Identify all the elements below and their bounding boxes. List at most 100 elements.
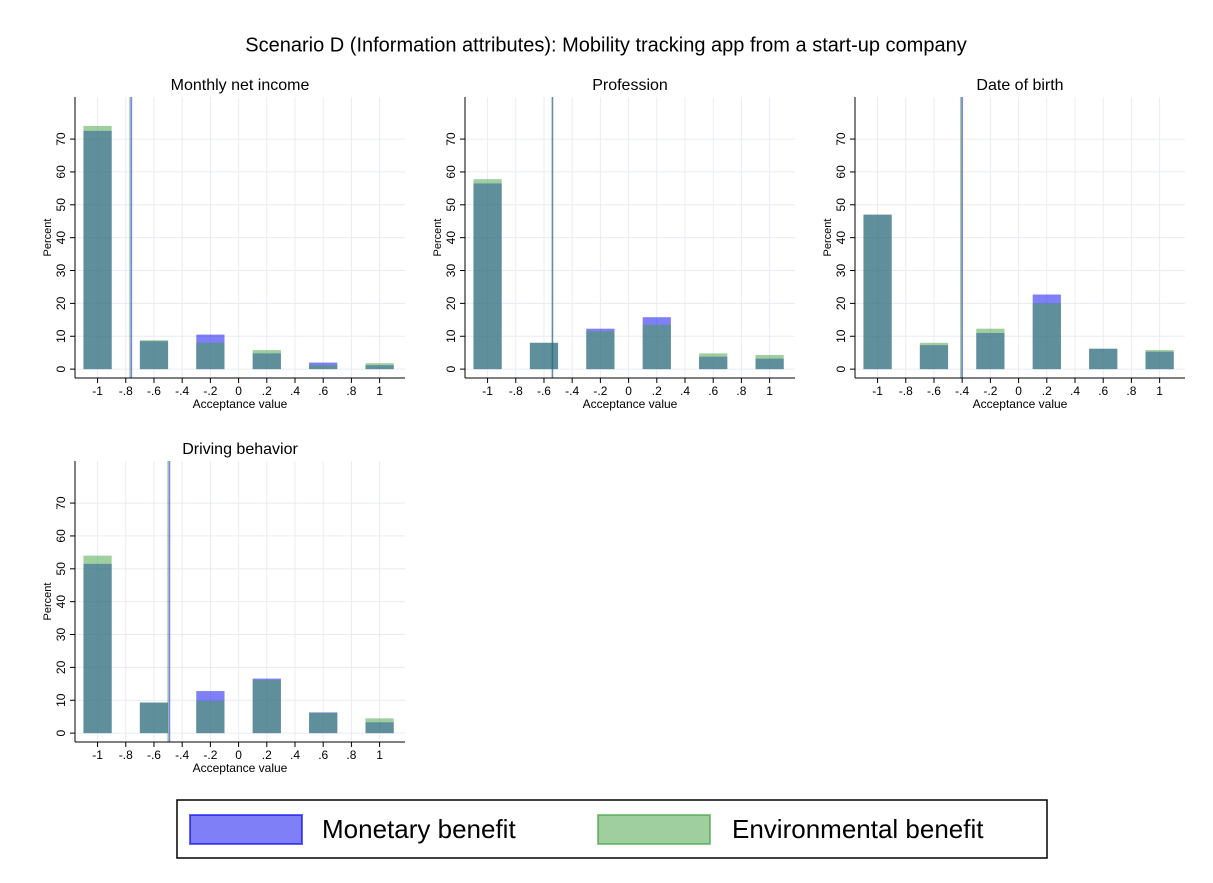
bar (863, 214, 892, 370)
bar (642, 324, 671, 370)
y-tick-label: 40 (54, 595, 68, 609)
y-tick-label: 40 (54, 231, 68, 245)
y-tick-label: 60 (444, 165, 458, 179)
x-tick-label: .6 (318, 384, 328, 398)
bar (196, 700, 225, 734)
x-tick-label: -1 (92, 384, 103, 398)
x-tick-label: -.6 (147, 748, 161, 762)
x-tick-label: .2 (1042, 384, 1052, 398)
x-tick-label: 0 (1015, 384, 1022, 398)
y-tick-label: 10 (54, 329, 68, 343)
y-tick-label: 10 (444, 329, 458, 343)
chart-title: Date of birth (976, 77, 1063, 94)
x-tick-label: -.2 (593, 384, 607, 398)
x-tick-label: .4 (680, 384, 690, 398)
bar (529, 342, 559, 370)
x-tick-label: .2 (652, 384, 662, 398)
y-tick-label: 30 (444, 264, 458, 278)
y-tick-label: 0 (54, 729, 68, 736)
y-tick-label: 70 (834, 132, 848, 146)
y-tick-label: 30 (54, 628, 68, 642)
y-tick-label: 50 (54, 562, 68, 576)
x-tick-label: -.4 (955, 384, 969, 398)
y-tick-label: 0 (444, 365, 458, 372)
bar (309, 365, 338, 370)
y-tick-label: 30 (54, 264, 68, 278)
legend-label: Environmental benefit (732, 814, 984, 844)
y-tick-label: 70 (54, 496, 68, 510)
y-axis-label: Percent (432, 219, 444, 257)
y-tick-label: 20 (834, 296, 848, 310)
x-tick-label: -.8 (899, 384, 913, 398)
y-tick-label: 30 (834, 264, 848, 278)
x-axis-label: Acceptance value (193, 761, 288, 775)
bar (976, 328, 1005, 370)
legend-swatch (597, 814, 711, 845)
y-tick-label: 0 (54, 365, 68, 372)
x-tick-label: .6 (708, 384, 718, 398)
x-tick-label: .2 (262, 384, 272, 398)
y-tick-label: 10 (54, 693, 68, 707)
x-tick-label: -1 (92, 748, 103, 762)
bar (1089, 348, 1118, 370)
x-tick-label: .4 (290, 748, 300, 762)
y-tick-label: 50 (834, 198, 848, 212)
bar (699, 353, 728, 370)
x-tick-label: 0 (625, 384, 632, 398)
x-tick-label: -.4 (565, 384, 579, 398)
bar (83, 125, 112, 370)
y-axis-label: Percent (42, 583, 54, 621)
legend-swatch (189, 814, 303, 845)
x-tick-label: -.8 (509, 384, 523, 398)
x-tick-label: -.6 (927, 384, 941, 398)
y-tick-label: 10 (834, 329, 848, 343)
figure-title: Scenario D (Information attributes): Mob… (245, 34, 966, 56)
y-tick-label: 20 (54, 660, 68, 674)
bar (365, 363, 394, 370)
y-tick-label: 60 (54, 529, 68, 543)
x-tick-label: -.2 (203, 384, 217, 398)
x-tick-label: 1 (1156, 384, 1163, 398)
x-tick-label: 0 (235, 384, 242, 398)
x-tick-label: .4 (290, 384, 300, 398)
x-tick-label: -1 (872, 384, 883, 398)
y-tick-label: 60 (834, 165, 848, 179)
bar (586, 331, 615, 370)
x-tick-label: .8 (346, 384, 356, 398)
bar (365, 718, 394, 734)
chart-title: Profession (592, 77, 668, 94)
x-axis-label: Acceptance value (973, 397, 1068, 411)
x-tick-label: .6 (1098, 384, 1108, 398)
bar (1032, 303, 1061, 370)
bar (919, 342, 949, 370)
bar (196, 342, 225, 370)
x-tick-label: .8 (736, 384, 746, 398)
bar (83, 555, 112, 734)
x-tick-label: .8 (1126, 384, 1136, 398)
x-tick-label: -.8 (119, 384, 133, 398)
y-tick-label: 50 (444, 198, 458, 212)
y-tick-label: 60 (54, 165, 68, 179)
x-tick-label: 1 (376, 384, 383, 398)
bar (252, 679, 281, 734)
chart-title: Driving behavior (182, 441, 298, 458)
x-tick-label: -1 (482, 384, 493, 398)
bar (473, 179, 502, 370)
y-axis-label: Percent (822, 219, 834, 257)
y-tick-label: 40 (444, 231, 458, 245)
x-tick-label: -.8 (119, 748, 133, 762)
bar (1145, 350, 1174, 370)
x-tick-label: .6 (318, 748, 328, 762)
bar (252, 350, 281, 370)
x-tick-label: .2 (262, 748, 272, 762)
x-tick-label: 0 (235, 748, 242, 762)
bar (755, 354, 784, 370)
chart-title: Monthly net income (171, 77, 310, 94)
legend-label: Monetary benefit (322, 814, 516, 844)
y-tick-label: 40 (834, 231, 848, 245)
x-tick-label: -.6 (537, 384, 551, 398)
x-tick-label: .8 (346, 748, 356, 762)
y-tick-label: 50 (54, 198, 68, 212)
